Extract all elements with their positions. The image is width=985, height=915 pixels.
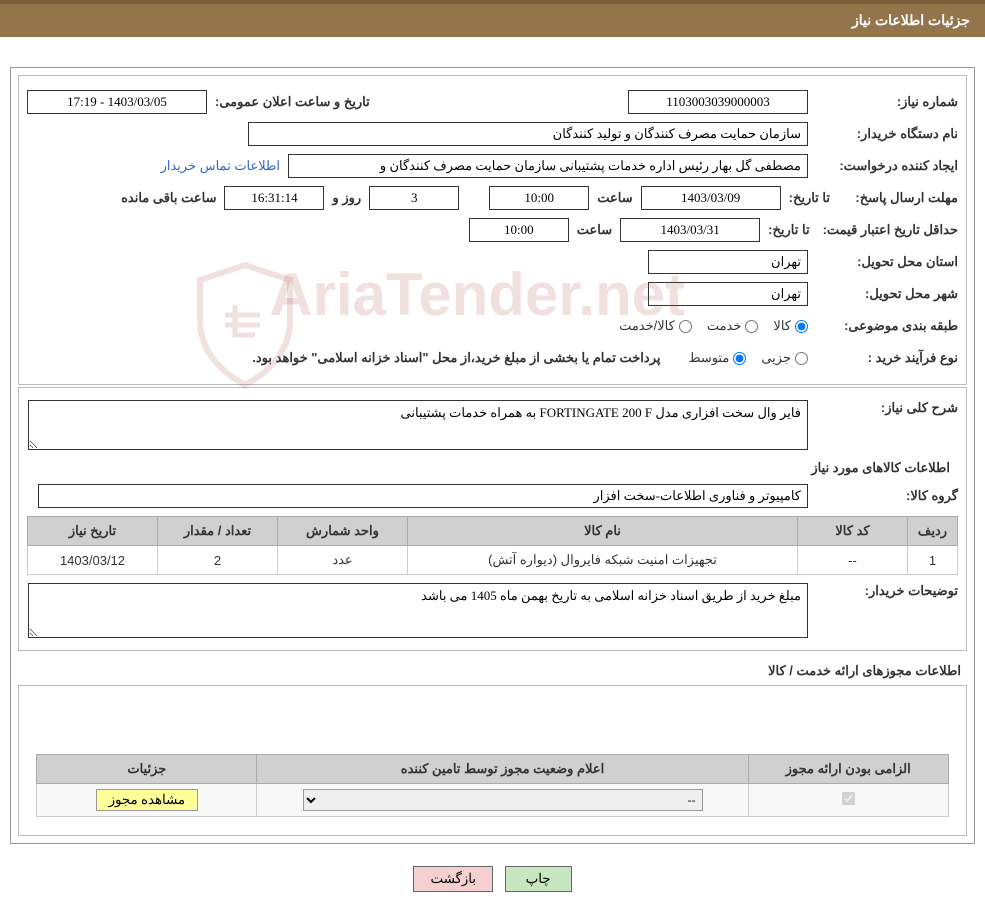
col-qty: تعداد / مقدار	[158, 517, 278, 546]
process-label: نوع فرآیند خرید :	[808, 350, 958, 366]
process-note: پرداخت تمام یا بخشی از مبلغ خرید،از محل …	[252, 350, 668, 366]
description-textarea[interactable]	[28, 400, 808, 450]
page-title: جزئیات اطلاعات نیاز	[852, 12, 970, 28]
category-label: طبقه بندی موضوعی:	[808, 318, 958, 334]
radio-goods-input[interactable]	[795, 320, 808, 333]
need-number-label: شماره نیاز:	[808, 94, 958, 110]
goods-table-header: ردیف کد کالا نام کالا واحد شمارش تعداد /…	[28, 517, 958, 546]
permits-section: الزامی بودن ارائه مجوز اعلام وضعیت مجوز …	[18, 685, 967, 836]
radio-both-input[interactable]	[679, 320, 692, 333]
days-remaining-field	[369, 186, 459, 210]
view-permit-button[interactable]: مشاهده مجوز	[96, 789, 199, 811]
buyer-org-field[interactable]	[248, 122, 808, 146]
permit-status-select[interactable]: --	[303, 789, 703, 811]
col-date: تاریخ نیاز	[28, 517, 158, 546]
deadline-date-field[interactable]	[641, 186, 781, 210]
city-label: شهر محل تحویل:	[808, 286, 958, 302]
permits-table-row: -- مشاهده مجوز	[37, 784, 948, 817]
radio-service-input[interactable]	[745, 320, 758, 333]
buyer-notes-textarea[interactable]	[28, 583, 808, 638]
process-radio-group: جزیی متوسط	[688, 350, 808, 366]
deadline-label: مهلت ارسال پاسخ:	[838, 190, 958, 206]
permits-title: اطلاعات مجوزهای ارائه خدمت / کالا	[16, 663, 969, 679]
contact-link[interactable]: اطلاعات تماس خریدار	[161, 158, 280, 174]
cell-code: --	[798, 546, 908, 575]
cell-row: 1	[908, 546, 958, 575]
province-label: استان محل تحویل:	[808, 254, 958, 270]
goods-table: ردیف کد کالا نام کالا واحد شمارش تعداد /…	[27, 516, 958, 575]
cell-qty: 2	[158, 546, 278, 575]
province-field[interactable]	[648, 250, 808, 274]
col-row: ردیف	[908, 517, 958, 546]
requester-field[interactable]	[288, 154, 808, 178]
need-details-section: شرح کلی نیاز: اطلاعات کالاهای مورد نیاز …	[18, 387, 967, 651]
need-number-field[interactable]	[628, 90, 808, 114]
page-header: جزئیات اطلاعات نیاز	[0, 0, 985, 37]
radio-medium[interactable]: متوسط	[688, 350, 746, 366]
validity-time-field[interactable]	[469, 218, 569, 242]
time-label-1: ساعت	[589, 190, 640, 206]
goods-info-title: اطلاعات کالاهای مورد نیاز	[27, 460, 958, 476]
group-label: گروه کالا:	[808, 488, 958, 504]
deadline-time-field[interactable]	[489, 186, 589, 210]
time-label-2: ساعت	[569, 222, 620, 238]
main-container: شماره نیاز: تاریخ و ساعت اعلان عمومی: نا…	[10, 67, 975, 844]
city-field[interactable]	[648, 282, 808, 306]
radio-partial-input[interactable]	[795, 352, 808, 365]
cell-unit: عدد	[278, 546, 408, 575]
announce-date-label: تاریخ و ساعت اعلان عمومی:	[207, 94, 378, 110]
permit-details-cell: مشاهده مجوز	[37, 784, 257, 817]
permit-required-cell	[748, 784, 948, 817]
col-unit: واحد شمارش	[278, 517, 408, 546]
to-date-label: تا تاریخ:	[781, 190, 838, 206]
radio-goods[interactable]: کالا	[773, 318, 808, 334]
days-label: روز و	[324, 190, 369, 206]
validity-label: حداقل تاریخ اعتبار قیمت:	[818, 222, 958, 238]
radio-partial[interactable]: جزیی	[761, 350, 808, 366]
requester-label: ایجاد کننده درخواست:	[808, 158, 958, 174]
permit-col-details: جزئیات	[37, 755, 257, 784]
radio-medium-input[interactable]	[733, 352, 746, 365]
print-button[interactable]: چاپ	[505, 866, 572, 892]
basic-info-section: شماره نیاز: تاریخ و ساعت اعلان عمومی: نا…	[18, 75, 967, 385]
permits-table: الزامی بودن ارائه مجوز اعلام وضعیت مجوز …	[36, 754, 948, 817]
permit-col-status: اعلام وضعیت مجوز توسط تامین کننده	[257, 755, 748, 784]
radio-service[interactable]: خدمت	[707, 318, 759, 334]
cell-name: تجهیزات امنیت شبکه فایروال (دیواره آتش)	[408, 546, 798, 575]
description-label: شرح کلی نیاز:	[808, 400, 958, 416]
col-code: کد کالا	[798, 517, 908, 546]
to-date-label-2: تا تاریخ:	[760, 222, 817, 238]
col-name: نام کالا	[408, 517, 798, 546]
permit-required-checkbox	[842, 792, 855, 805]
buyer-org-label: نام دستگاه خریدار:	[808, 126, 958, 142]
hours-remaining-field	[224, 186, 324, 210]
remaining-label: ساعت باقی مانده	[113, 190, 224, 206]
permit-col-required: الزامی بودن ارائه مجوز	[748, 755, 948, 784]
radio-both[interactable]: کالا/خدمت	[619, 318, 692, 334]
permit-status-cell: --	[257, 784, 748, 817]
group-field[interactable]	[38, 484, 808, 508]
category-radio-group: کالا خدمت کالا/خدمت	[619, 318, 808, 334]
validity-date-field[interactable]	[620, 218, 760, 242]
announce-date-field[interactable]	[27, 90, 207, 114]
permits-table-header: الزامی بودن ارائه مجوز اعلام وضعیت مجوز …	[37, 755, 948, 784]
footer-buttons: چاپ بازگشت	[0, 854, 985, 904]
buyer-notes-label: توضیحات خریدار:	[808, 583, 958, 599]
cell-date: 1403/03/12	[28, 546, 158, 575]
goods-table-row: 1 -- تجهیزات امنیت شبکه فایروال (دیواره …	[28, 546, 958, 575]
back-button[interactable]: بازگشت	[413, 866, 493, 892]
